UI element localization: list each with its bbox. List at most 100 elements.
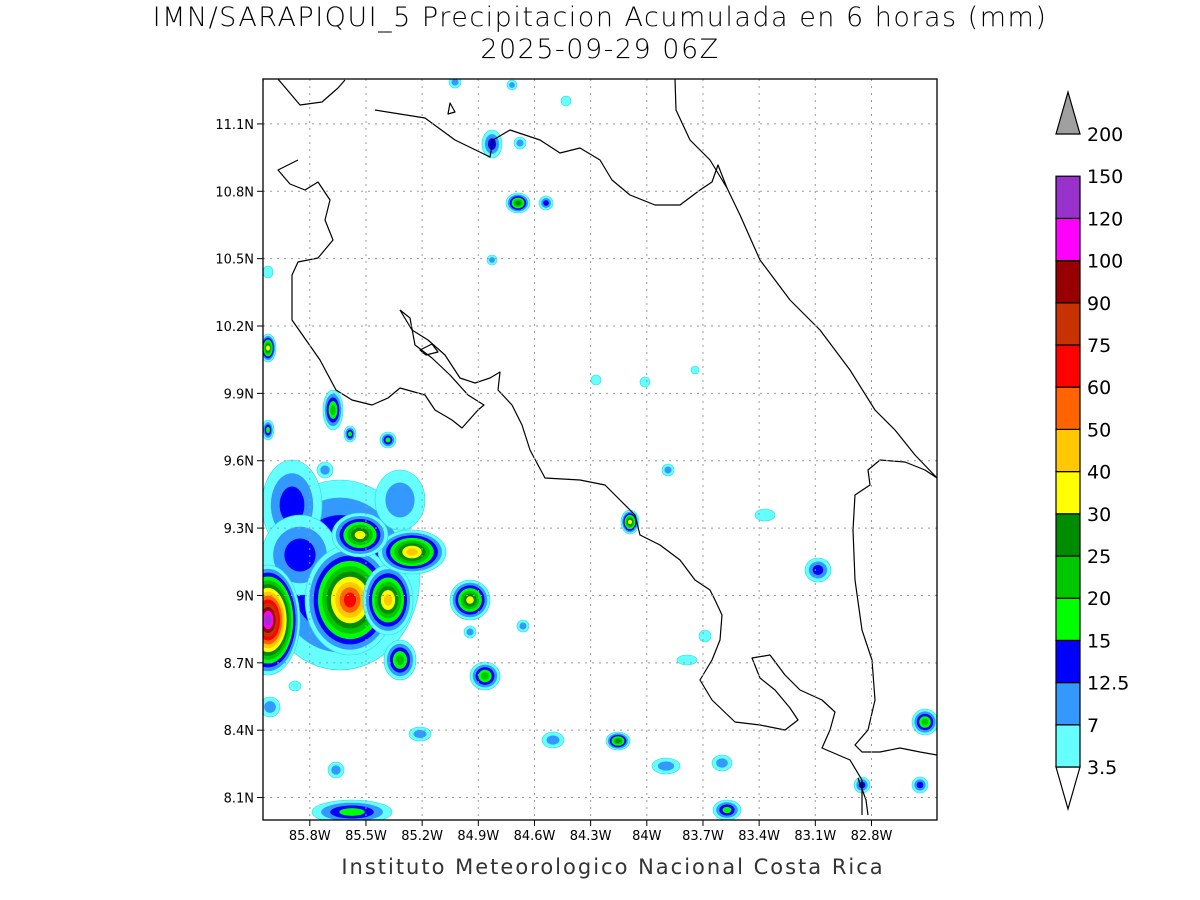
- precipitation-contour: [519, 622, 527, 630]
- lat-tick-label: 10.2N: [215, 320, 254, 335]
- north-islet: [447, 102, 456, 115]
- precipitation-contour: [395, 654, 405, 666]
- lat-tick-label: 10.8N: [215, 185, 254, 200]
- precipitation-contour: [546, 735, 560, 745]
- precipitation-contour: [279, 486, 305, 524]
- precipitation-contour: [284, 538, 316, 572]
- precipitation-contour: [722, 806, 732, 814]
- colorbar-swatch: [1055, 471, 1081, 515]
- precipitation-contour: [343, 592, 357, 608]
- colorbar-label: 150: [1087, 166, 1123, 188]
- nicoya-gulf-shore: [399, 309, 863, 815]
- colorbar-label: 40: [1087, 462, 1111, 484]
- plot-frame: [262, 78, 938, 821]
- precipitation-contour: [383, 594, 393, 606]
- costa-rica-panama-border: [852, 459, 937, 756]
- map-subtitle-datetime: 2025-09-29 06Z: [480, 34, 720, 65]
- colorbar-lower-arrow: [1055, 766, 1081, 812]
- colorbar-label: 7: [1087, 715, 1099, 737]
- precipitation-contour: [690, 365, 700, 375]
- precipitation-contour: [812, 565, 824, 575]
- caribbean-coastline: [674, 79, 937, 479]
- precipitation-contour: [639, 376, 651, 388]
- lon-tick-label: 85.2W: [401, 829, 443, 844]
- colorbar-swatch: [1055, 681, 1081, 726]
- colorbar-swatch: [1055, 639, 1081, 684]
- precipitation-contour: [509, 82, 515, 88]
- lon-tick-label: 84W: [632, 829, 662, 844]
- burica-peninsula-shore: [857, 777, 869, 816]
- lon-tick-label: 85.5W: [345, 829, 387, 844]
- precipitation-contour: [466, 628, 474, 636]
- colorbar-label: 50: [1087, 419, 1111, 441]
- precipitation-contour: [264, 701, 276, 713]
- pacific-coastline-guanacaste: [263, 79, 485, 429]
- precipitation-contour: [330, 404, 336, 416]
- colorbar-label: 75: [1087, 335, 1111, 357]
- gridlines: [263, 79, 937, 820]
- precipitation-contour: [590, 374, 602, 386]
- precipitation-contour: [676, 654, 698, 666]
- nicaragua-costa-rica-border: [374, 109, 728, 206]
- colorbar-label: 120: [1087, 208, 1123, 230]
- colorbar-label: 25: [1087, 546, 1111, 568]
- lon-tick-label: 83.4W: [738, 829, 780, 844]
- precipitation-contour: [515, 200, 521, 206]
- lon-tick-label: 82.8W: [851, 829, 893, 844]
- lon-tick-label: 85.8W: [289, 829, 331, 844]
- precipitation-contour: [413, 729, 427, 739]
- colorbar-upper-arrow: [1055, 89, 1081, 135]
- colorbar-swatch: [1055, 513, 1081, 557]
- map-title: IMN/SARAPIQUI_5 Precipitacion Acumulada …: [152, 2, 1048, 33]
- precipitation-contour: [385, 482, 415, 518]
- lon-tick-label: 84.3W: [570, 829, 612, 844]
- colorbar-label: 200: [1087, 124, 1123, 146]
- precipitation-contour: [489, 257, 495, 263]
- colorbar-swatch: [1055, 302, 1081, 346]
- precipitation-contour: [263, 265, 274, 279]
- precipitation-contour: [664, 466, 672, 474]
- colorbar-swatch: [1055, 175, 1081, 219]
- precipitation-contour: [560, 95, 572, 107]
- lake-nicaragua-shore: [277, 79, 346, 106]
- precipitation-contour: [657, 761, 675, 771]
- colorbar-label: 15: [1087, 630, 1111, 652]
- lat-tick-label: 10.5N: [215, 253, 254, 268]
- lat-tick-label: 8.7N: [224, 657, 254, 672]
- colorbar-swatch: [1055, 428, 1081, 473]
- lon-tick-label: 83.1W: [794, 829, 836, 844]
- precipitation-contour: [921, 718, 929, 726]
- precipitation-contour: [348, 431, 352, 437]
- colorbar-label: 30: [1087, 504, 1111, 526]
- lat-tick-label: 8.1N: [224, 792, 254, 807]
- coastlines: [263, 79, 937, 816]
- precipitation-contour: [628, 519, 632, 525]
- colorbar-swatch: [1055, 386, 1081, 431]
- precipitation-contour: [451, 79, 459, 86]
- precipitation-contour: [543, 200, 549, 206]
- precipitation-contour: [481, 672, 489, 680]
- colorbar-label: 12.5: [1087, 673, 1129, 695]
- island-outline: [419, 343, 439, 356]
- precipitation-contour: [264, 614, 272, 626]
- longitude-axis: 85.8W 85.5W 85.2W 84.9W 84.6W 84.3W 84W 83.7W 83…: [289, 820, 893, 844]
- precipitation-contour: [615, 739, 621, 743]
- precipitation-contour: [466, 596, 474, 604]
- colorbar-swatch: [1055, 260, 1081, 304]
- precipitation-contour: [331, 765, 341, 775]
- lon-tick-label: 84.6W: [514, 829, 556, 844]
- precipitation-contour: [754, 508, 776, 522]
- lon-tick-label: 83.7W: [682, 829, 724, 844]
- colorbar-label: 20: [1087, 588, 1111, 610]
- precipitation-contour: [266, 345, 270, 351]
- latitude-axis: 11.1N 10.8N 10.5N 10.2N 9.9N 9.6N 9.3N 9N 8.7N 8.…: [215, 118, 263, 807]
- precipitation-contour: [406, 548, 418, 556]
- lat-tick-label: 9.3N: [224, 522, 254, 537]
- precipitation-contour: [516, 139, 524, 147]
- colorbar-label: 3.5: [1087, 757, 1117, 779]
- precipitation-contour: [266, 426, 270, 434]
- lat-tick-label: 9N: [236, 589, 254, 604]
- lat-tick-label: 11.1N: [215, 118, 254, 133]
- colorbar-swatch: [1055, 555, 1081, 599]
